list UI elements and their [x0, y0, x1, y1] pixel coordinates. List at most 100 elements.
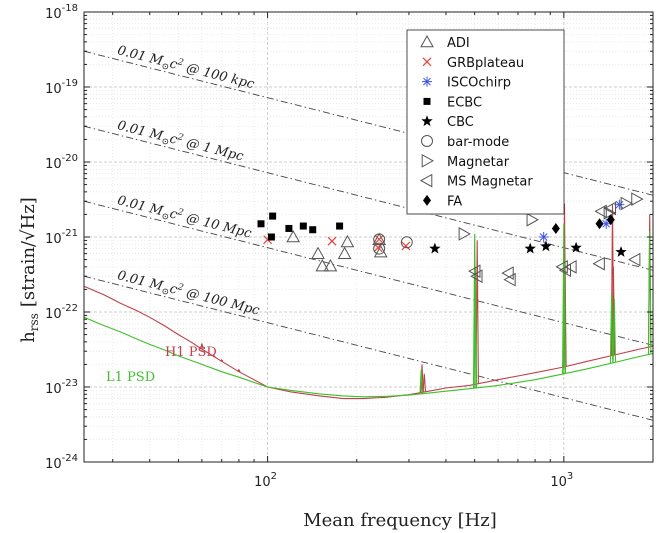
data-point: [606, 214, 615, 226]
legend-marker: [419, 173, 433, 188]
y-tick-base: 10: [45, 232, 62, 247]
psd-spike: [612, 298, 617, 363]
data-point: [564, 259, 577, 274]
psd-spike: [472, 233, 477, 389]
y-tick-exp: -24: [62, 453, 78, 464]
x-stroke: [327, 236, 337, 246]
legend-marker: [420, 34, 434, 48]
series-grbplateau: [263, 234, 411, 253]
legend-marker: [423, 97, 431, 105]
squared: 2: [176, 57, 185, 68]
psd-spike: [200, 343, 204, 350]
y-tick-exp: -20: [62, 153, 78, 164]
y-axis-label: hrss [strain/√Hz]: [18, 197, 41, 343]
data-point: [603, 205, 616, 220]
psd-spike: [647, 231, 652, 355]
y-tick-exp: -21: [62, 228, 78, 239]
data-point: [551, 222, 560, 234]
x-stroke: [422, 57, 432, 67]
data-point: [631, 192, 644, 206]
series-ecbc: [257, 212, 344, 241]
data-point: [503, 272, 516, 287]
data-points: [257, 192, 644, 287]
energy-line-label: 0.01 M⊙c2 @ 1 Mpc: [115, 117, 246, 166]
series-fa: [551, 214, 615, 234]
legend-label: GRBplateau: [447, 56, 524, 71]
series-magnetar: [458, 192, 644, 241]
sun-symbol: ⊙: [160, 211, 170, 223]
psd-spike: [562, 259, 567, 374]
data-point: [309, 226, 317, 234]
data-point: [429, 242, 441, 254]
y-tick-base: 10: [45, 7, 62, 22]
series-cbc: [429, 240, 627, 257]
data-point: [615, 246, 627, 257]
legend: ADI GRBplateau ISCOchirp ECBC CBC bar-mode Mag…: [406, 29, 565, 215]
asterisk-stroke: [615, 200, 624, 209]
data-point: [603, 201, 617, 216]
data-point: [285, 224, 293, 232]
x-stroke: [401, 241, 411, 251]
y-tick-label: 10-20: [45, 153, 78, 172]
psd-curve: [84, 285, 653, 400]
y-tick-exp: -23: [62, 378, 78, 389]
data-point: [340, 234, 355, 248]
data-point: [614, 199, 625, 210]
y-tick-label: 10-24: [45, 453, 78, 472]
x-tick-exp: 2: [271, 471, 277, 482]
sun-symbol: ⊙: [160, 61, 170, 73]
legend-label: ADI: [447, 36, 470, 51]
legend-label: Magnetar: [447, 155, 510, 170]
energy-line-label-c: @ 100 kpc: [181, 60, 257, 93]
energy-line-label-b: c: [168, 207, 179, 224]
data-point: [555, 259, 568, 274]
grid: [84, 12, 654, 463]
y-tick-base: 10: [45, 307, 62, 322]
y-tick-exp: -19: [62, 78, 78, 89]
y-tick-base: 10: [45, 382, 62, 397]
energy-lines: 0.01 M⊙c2 @ 100 kpc 0.01 M⊙c2 @ 1 Mpc 0.01…: [84, 43, 653, 421]
data-point: [401, 241, 411, 251]
data-point: [595, 218, 604, 230]
sun-symbol: ⊙: [160, 286, 170, 298]
legend-marker: [422, 57, 432, 67]
data-point: [373, 233, 386, 246]
data-point: [257, 220, 265, 228]
series-adi: [286, 229, 388, 272]
y-tick-label: 10-21: [45, 228, 78, 247]
sun-symbol: ⊙: [160, 136, 170, 148]
psd-spike: [420, 364, 424, 393]
legend-label: ISCOchirp: [447, 76, 511, 91]
psd-spike: [422, 373, 427, 393]
data-point: [501, 266, 514, 280]
y-axis-label-sub: rss: [27, 313, 41, 331]
energy-line-label-c: @ 100 Mpc: [181, 285, 262, 319]
legend-label: FA: [447, 194, 462, 209]
energy-line-label-b: c: [168, 132, 179, 149]
x-tick-base: 10: [550, 475, 567, 490]
data-point: [570, 241, 582, 253]
y-tick-base: 10: [45, 157, 62, 172]
h1-psd-label: H1 PSD: [165, 345, 217, 360]
y-axis-label-main: h: [18, 331, 39, 343]
energy-line-label: 0.01 M⊙c2 @ 10 Mpc: [115, 192, 254, 243]
y-tick-exp: -22: [62, 303, 78, 314]
data-point: [337, 246, 352, 259]
data-point: [286, 229, 301, 243]
x-axis-label: Mean frequency [Hz]: [303, 510, 497, 531]
legend-marker: [423, 194, 431, 206]
legend-label: MS Magnetar: [447, 175, 533, 190]
data-point: [336, 222, 344, 230]
energy-line: [84, 200, 653, 346]
x-tick-label: 103: [550, 471, 573, 490]
data-point: [628, 252, 641, 267]
squared: 2: [176, 282, 185, 293]
x-stroke: [374, 234, 384, 244]
data-point: [373, 242, 386, 255]
data-point: [269, 212, 277, 220]
energy-line-label-b: c: [168, 282, 179, 299]
legend-marker: [421, 115, 433, 127]
series-bar-mode: [373, 233, 413, 255]
psd-spike: [237, 368, 241, 372]
